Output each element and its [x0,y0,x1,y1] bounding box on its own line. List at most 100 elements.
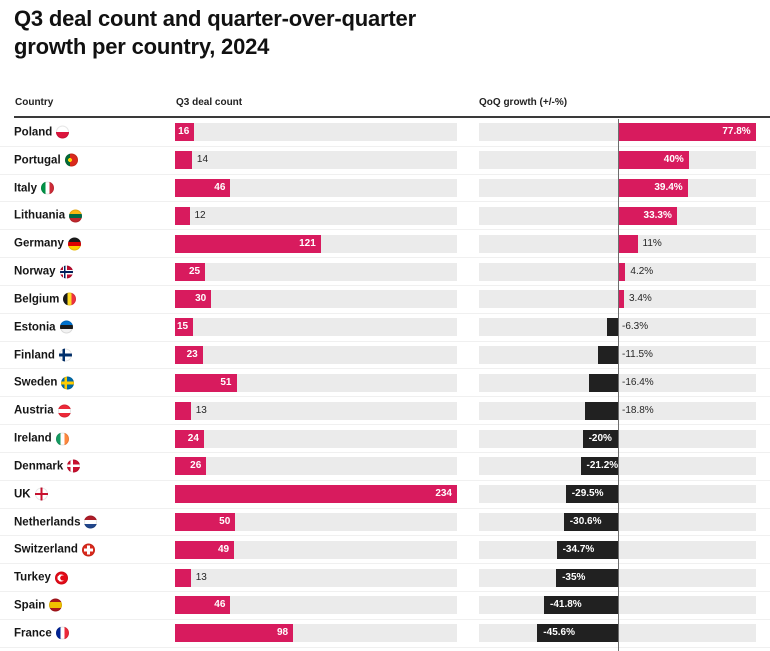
turkey-flag-icon [54,571,68,585]
qoq-growth-value: -29.5% [571,488,604,500]
deal-count-bar: 26 [175,457,207,476]
switzerland-flag-icon [81,543,95,557]
deal-count-track: 13 [175,568,457,587]
italy-flag-icon [41,181,55,195]
qoq-growth-bar [618,290,624,309]
qoq-growth-track: 3.4% [479,290,756,309]
country-label: Netherlands [14,515,98,529]
qoq-growth-value: -18.8% [622,404,654,416]
qoq-growth-value: -11.5% [622,349,653,361]
column-header-qoq-growth: QoQ growth (+/-%) [479,97,568,108]
qoq-growth-track: 4.2% [479,262,756,281]
qoq-growth-value: 3.4% [629,293,652,305]
qoq-growth-bar: -45.6% [537,624,618,643]
deal-count-track: 25 [175,262,457,281]
qoq-growth-track: -21.2% [479,457,756,476]
table-row-sweden: Sweden 51 -16.4% [0,369,770,398]
country-name: Portugal [14,154,61,167]
country-name: Austria [14,404,54,417]
qoq-growth-value: 40% [663,154,684,166]
qoq-growth-value: 39.4% [654,182,683,194]
country-name: Norway [14,265,56,278]
deal-count-value: 15 [176,321,189,333]
column-header-deal-count: Q3 deal count [176,97,243,108]
qoq-growth-value: -35% [562,571,586,583]
lithuania-flag-icon [69,209,83,223]
deal-count-value: 25 [188,265,201,277]
qoq-growth-value: -45.6% [543,627,575,639]
deal-count-bar: 46 [175,596,231,615]
table-row-finland: Finland 23 -11.5% [0,342,770,370]
deal-count-value: 26 [190,460,202,472]
qoq-growth-value: -30.6% [569,516,602,527]
deal-count-track: 23 [175,346,457,365]
table-row-ireland: Ireland 24 -20% [0,425,770,453]
deal-count-bar: 15 [175,318,194,337]
header-divider-rule [14,116,770,118]
deal-count-track: 98 [175,624,457,643]
qoq-growth-bar [584,401,618,420]
germany-flag-icon [67,237,81,251]
country-label: Portugal [14,153,78,167]
qoq-growth-bar: -30.6% [563,513,618,531]
deal-count-track: 121 [175,234,457,253]
deal-count-track: 30 [175,290,457,309]
qoq-growth-value: -20% [588,432,612,444]
deal-count-track: 46 [175,179,457,198]
qoq-growth-track: 40% [479,151,756,170]
belgium-flag-icon [63,292,77,306]
deal-count-track: 234 [175,485,457,504]
table-row-poland: Poland 16 77.8% [0,119,770,147]
country-label: Switzerland [14,543,95,557]
qoq-growth-track: 33.3% [479,206,756,225]
portugal-flag-icon [64,153,78,167]
deal-count-track: 46 [175,596,457,615]
qoq-growth-value: -41.8% [550,599,582,611]
qoq-growth-track: -18.8% [479,401,756,420]
country-name: Poland [14,126,53,139]
table-row-switzerland: Switzerland 49 -34.7% [0,536,770,565]
country-name: UK [14,488,31,501]
deal-count-value: 16 [178,126,190,138]
country-label: Sweden [14,376,75,390]
deal-count-bar [175,568,191,587]
country-label: Turkey [14,571,68,585]
ireland-flag-icon [55,432,69,446]
deal-count-track: 12 [175,206,457,225]
deal-count-value: 13 [195,404,207,416]
qoq-growth-bar: 39.4% [618,179,688,198]
country-name: Turkey [14,571,51,584]
table-row-netherlands: Netherlands 50 -30.6% [0,509,770,537]
deal-count-value: 30 [195,293,207,305]
country-label: Lithuania [14,209,83,223]
denmark-flag-icon [67,459,81,473]
table-row-italy: Italy 46 39.4% [0,175,770,203]
qoq-growth-value: -34.7% [562,543,595,555]
estonia-flag-icon [59,320,73,334]
country-label: Italy [14,181,55,195]
country-label: UK [14,487,48,501]
qoq-growth-track: -11.5% [479,346,756,365]
deal-count-value: 51 [220,376,232,388]
france-flag-icon [55,626,69,640]
qoq-growth-value: -6.3% [622,321,649,333]
qoq-growth-track: -34.7% [479,540,756,559]
deal-count-value: 98 [276,627,289,639]
deal-count-value: 46 [214,182,226,194]
country-name: Estonia [14,321,56,334]
qoq-growth-value: -21.2% [586,460,619,472]
deal-count-value: 13 [195,571,207,583]
deal-count-value: 121 [299,237,316,249]
qoq-growth-bar: 33.3% [618,206,677,225]
qoq-growth-bar: -21.2% [580,457,619,476]
chart-rows: Poland 16 77.8% Portugal 14 [0,119,770,648]
finland-flag-icon [58,348,72,362]
qoq-growth-value: 77.8% [722,126,751,138]
deal-count-value: 12 [194,209,206,221]
country-label: Ireland [14,432,69,446]
qoq-growth-track: -6.3% [479,318,756,337]
country-name: Germany [14,237,64,250]
table-row-austria: Austria 13 -18.8% [0,397,770,426]
deal-count-bar: 25 [175,262,206,281]
qoq-growth-value: 11% [642,237,662,249]
